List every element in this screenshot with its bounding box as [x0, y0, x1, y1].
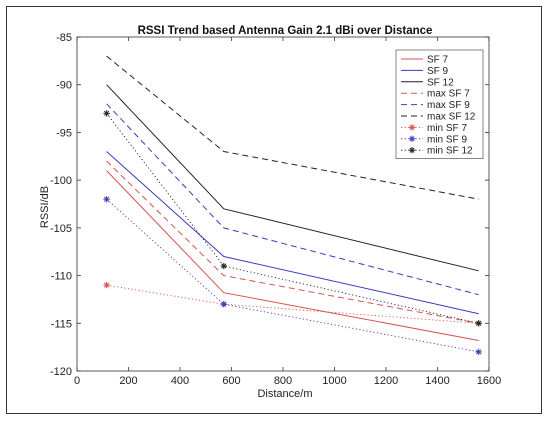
y-tick-label: -105	[50, 223, 72, 235]
series-line-max-sf-12	[106, 55, 479, 200]
chart-title: RSSI Trend based Antenna Gain 2.1 dBi ov…	[138, 25, 433, 37]
legend-label: SF 12	[427, 77, 454, 88]
x-tick-label: 1000	[322, 375, 346, 387]
legend-label: max SF 12	[427, 112, 476, 123]
data-point-min-sf-9	[103, 196, 110, 203]
x-tick-label: 800	[274, 375, 292, 387]
x-tick-label: 200	[119, 375, 137, 387]
y-tick-label: -110	[51, 271, 72, 283]
series-line-max-sf-7	[106, 160, 479, 324]
y-tick-label: -95	[56, 127, 72, 139]
legend-label: SF 9	[427, 66, 449, 77]
x-axis-title: Distance/m	[257, 388, 312, 400]
legend-label: SF 7	[427, 55, 449, 66]
x-tick-label: 1600	[477, 375, 501, 387]
series-line-sf-7	[106, 170, 479, 341]
series-line-min-sf-7	[106, 284, 479, 324]
legend-label: max SF 9	[427, 100, 470, 111]
series-line-sf-9	[106, 151, 479, 315]
x-tick-label: 1200	[374, 375, 398, 387]
x-tick-label: 400	[171, 375, 189, 387]
y-tick-label: -85	[56, 32, 72, 44]
legend-marker-icon	[408, 135, 416, 142]
x-tick-label: 0	[74, 375, 80, 387]
series-line-max-sf-9	[106, 103, 479, 296]
y-tick-label: -120	[50, 366, 72, 378]
data-point-min-sf-9	[220, 301, 227, 308]
legend-label: min SF 9	[427, 134, 467, 145]
y-tick-label: -100	[50, 175, 72, 187]
y-tick-label: -90	[56, 80, 72, 92]
legend-label: min SF 7	[427, 123, 467, 134]
series-line-sf-12	[106, 84, 479, 272]
legend-label: max SF 7	[427, 89, 470, 100]
legend-marker-icon	[408, 124, 416, 131]
x-tick-label: 600	[222, 375, 240, 387]
legend-marker-icon	[408, 147, 416, 154]
data-point-min-sf-12	[103, 110, 110, 117]
legend-label: min SF 12	[427, 146, 473, 157]
y-axis-title: RSSI/dB	[39, 186, 51, 228]
data-point-min-sf-7	[103, 281, 110, 289]
data-point-min-sf-12	[220, 262, 227, 270]
x-tick-label: 1400	[425, 375, 449, 387]
data-point-min-sf-12	[475, 320, 482, 327]
data-point-min-sf-9	[475, 348, 482, 356]
y-tick-label: -115	[51, 318, 72, 330]
